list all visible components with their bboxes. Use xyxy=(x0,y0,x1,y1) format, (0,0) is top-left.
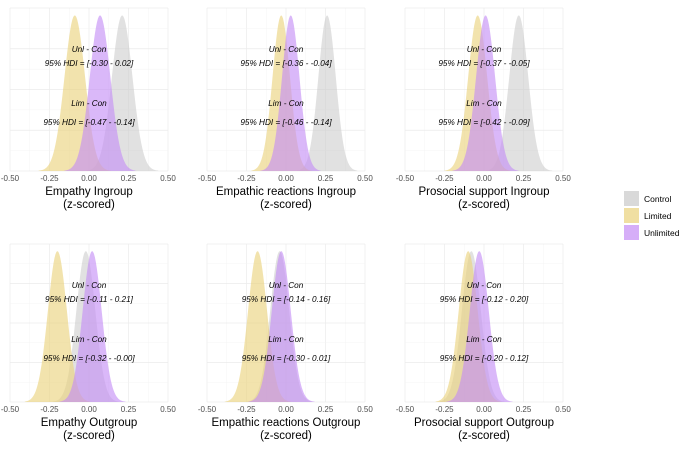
legend: Control Limited Unlimited xyxy=(624,191,680,240)
x-tick-label: -0.25 xyxy=(237,174,256,183)
density-control xyxy=(485,15,553,172)
x-tick-label: 0.25 xyxy=(121,174,137,183)
x-tick-label: 0.50 xyxy=(357,174,373,183)
x-tick-label: 0.50 xyxy=(160,174,176,183)
density-unlimited xyxy=(260,15,321,171)
legend-label-limited: Limited xyxy=(644,211,672,221)
annotation-label: Unl - Con xyxy=(467,281,502,290)
annotation-hdi: 95% HDI = [-0.12 - 0.20] xyxy=(440,295,529,304)
density-unlimited xyxy=(248,251,315,402)
density-unlimited xyxy=(446,251,513,402)
x-axis-title: Empathy Ingroup xyxy=(45,186,133,198)
x-tick-label: -0.50 xyxy=(1,174,20,183)
x-axis-title: (z-scored) xyxy=(63,199,115,211)
density-limited xyxy=(224,251,291,402)
annotation-hdi: 95% HDI = [-0.30 - 0.01] xyxy=(242,354,331,363)
x-axis-title: (z-scored) xyxy=(458,430,510,442)
annotation-hdi: 95% HDI = [-0.14 - 0.16] xyxy=(242,295,331,304)
x-axis-title: (z-scored) xyxy=(260,430,312,442)
x-tick-label: 0.25 xyxy=(516,174,532,183)
density-unlimited xyxy=(64,15,136,171)
x-tick-label: 0.00 xyxy=(476,405,492,414)
x-axis-title: (z-scored) xyxy=(260,199,312,211)
x-tick-label: -0.25 xyxy=(435,174,454,183)
annotation-label: Lim - Con xyxy=(71,99,107,108)
density-control xyxy=(86,15,159,172)
x-tick-label: 0.00 xyxy=(278,405,294,414)
x-tick-label: -0.50 xyxy=(198,405,217,414)
x-tick-label: 0.00 xyxy=(81,174,97,183)
x-tick-label: 0.50 xyxy=(357,405,373,414)
annotation-label: Lim - Con xyxy=(466,335,502,344)
x-tick-label: 0.25 xyxy=(318,405,334,414)
density-unlimited xyxy=(59,251,126,402)
annotation-hdi: 95% HDI = [-0.30 - 0.02] xyxy=(45,59,134,68)
x-axis-title: (z-scored) xyxy=(458,199,510,211)
annotation-label: Unl - Con xyxy=(269,281,304,290)
x-tick-label: -0.50 xyxy=(396,405,415,414)
x-tick-label: 0.50 xyxy=(555,405,571,414)
panel-3: Unl - Con 95% HDI = [-0.37 - -0.05] Lim - … xyxy=(396,7,571,211)
x-tick-label: -0.50 xyxy=(396,174,415,183)
annotation-label: Unl - Con xyxy=(72,45,107,54)
x-tick-label: -0.25 xyxy=(237,405,256,414)
x-axis-title: Empathy Outgroup xyxy=(41,417,138,429)
annotation-label: Unl - Con xyxy=(269,45,304,54)
density-unlimited xyxy=(452,15,519,171)
x-axis-title: (z-scored) xyxy=(63,430,115,442)
x-tick-label: 0.25 xyxy=(318,174,334,183)
annotation-hdi: 95% HDI = [-0.46 - -0.14] xyxy=(240,118,332,127)
x-tick-label: 0.00 xyxy=(278,174,294,183)
annotation-label: Lim - Con xyxy=(466,99,502,108)
annotation-hdi: 95% HDI = [-0.42 - -0.09] xyxy=(438,118,530,127)
annotation-hdi: 95% HDI = [-0.37 - -0.05] xyxy=(438,59,530,68)
x-tick-label: -0.25 xyxy=(435,405,454,414)
x-tick-label: 0.00 xyxy=(476,174,492,183)
x-axis-title: Prosocial support Ingroup xyxy=(418,186,549,198)
panel-2: Unl - Con 95% HDI = [-0.36 - -0.04] Lim - … xyxy=(198,7,373,211)
annotation-hdi: 95% HDI = [-0.36 - -0.04] xyxy=(240,59,332,68)
x-tick-label: 0.50 xyxy=(160,405,176,414)
density-limited xyxy=(24,251,90,402)
x-tick-label: -0.50 xyxy=(1,405,20,414)
x-axis-title: Prosocial support Outgroup xyxy=(414,417,554,429)
annotation-label: Lim - Con xyxy=(268,335,304,344)
density-control xyxy=(296,15,358,171)
legend-label-unlimited: Unlimited xyxy=(644,228,680,238)
panel-4: Unl - Con 95% HDI = [-0.11 - 0.21] Lim - C… xyxy=(1,243,176,442)
x-axis-title: Empathic reactions Outgroup xyxy=(212,417,361,429)
legend-key-control xyxy=(624,191,639,206)
annotation-label: Lim - Con xyxy=(71,335,107,344)
x-tick-label: 0.25 xyxy=(121,405,137,414)
x-tick-label: 0.25 xyxy=(516,405,532,414)
annotation-hdi: 95% HDI = [-0.20 - 0.12] xyxy=(440,354,529,363)
x-tick-label: -0.25 xyxy=(40,174,59,183)
panel-6: Unl - Con 95% HDI = [-0.12 - 0.20] Lim - C… xyxy=(396,243,571,442)
density-limited xyxy=(38,15,111,172)
annotation-hdi: 95% HDI = [-0.11 - 0.21] xyxy=(45,295,134,304)
legend-label-control: Control xyxy=(644,194,672,204)
panel-1: Unl - Con 95% HDI = [-0.30 - 0.02] Lim - C… xyxy=(1,7,176,211)
legend-key-unlimited xyxy=(624,225,639,240)
x-axis-title: Empathic reactions Ingroup xyxy=(216,186,356,198)
legend-key-limited xyxy=(624,208,639,223)
x-tick-label: -0.25 xyxy=(40,405,59,414)
annotation-label: Unl - Con xyxy=(467,45,502,54)
x-tick-label: 0.00 xyxy=(81,405,97,414)
annotation-label: Unl - Con xyxy=(72,281,107,290)
annotation-hdi: 95% HDI = [-0.32 - -0.00] xyxy=(43,354,135,363)
x-tick-label: -0.50 xyxy=(198,174,217,183)
panel-5: Unl - Con 95% HDI = [-0.14 - 0.16] Lim - C… xyxy=(198,243,373,442)
annotation-hdi: 95% HDI = [-0.47 - -0.14] xyxy=(43,118,135,127)
x-tick-label: 0.50 xyxy=(555,174,571,183)
annotation-label: Lim - Con xyxy=(268,99,304,108)
